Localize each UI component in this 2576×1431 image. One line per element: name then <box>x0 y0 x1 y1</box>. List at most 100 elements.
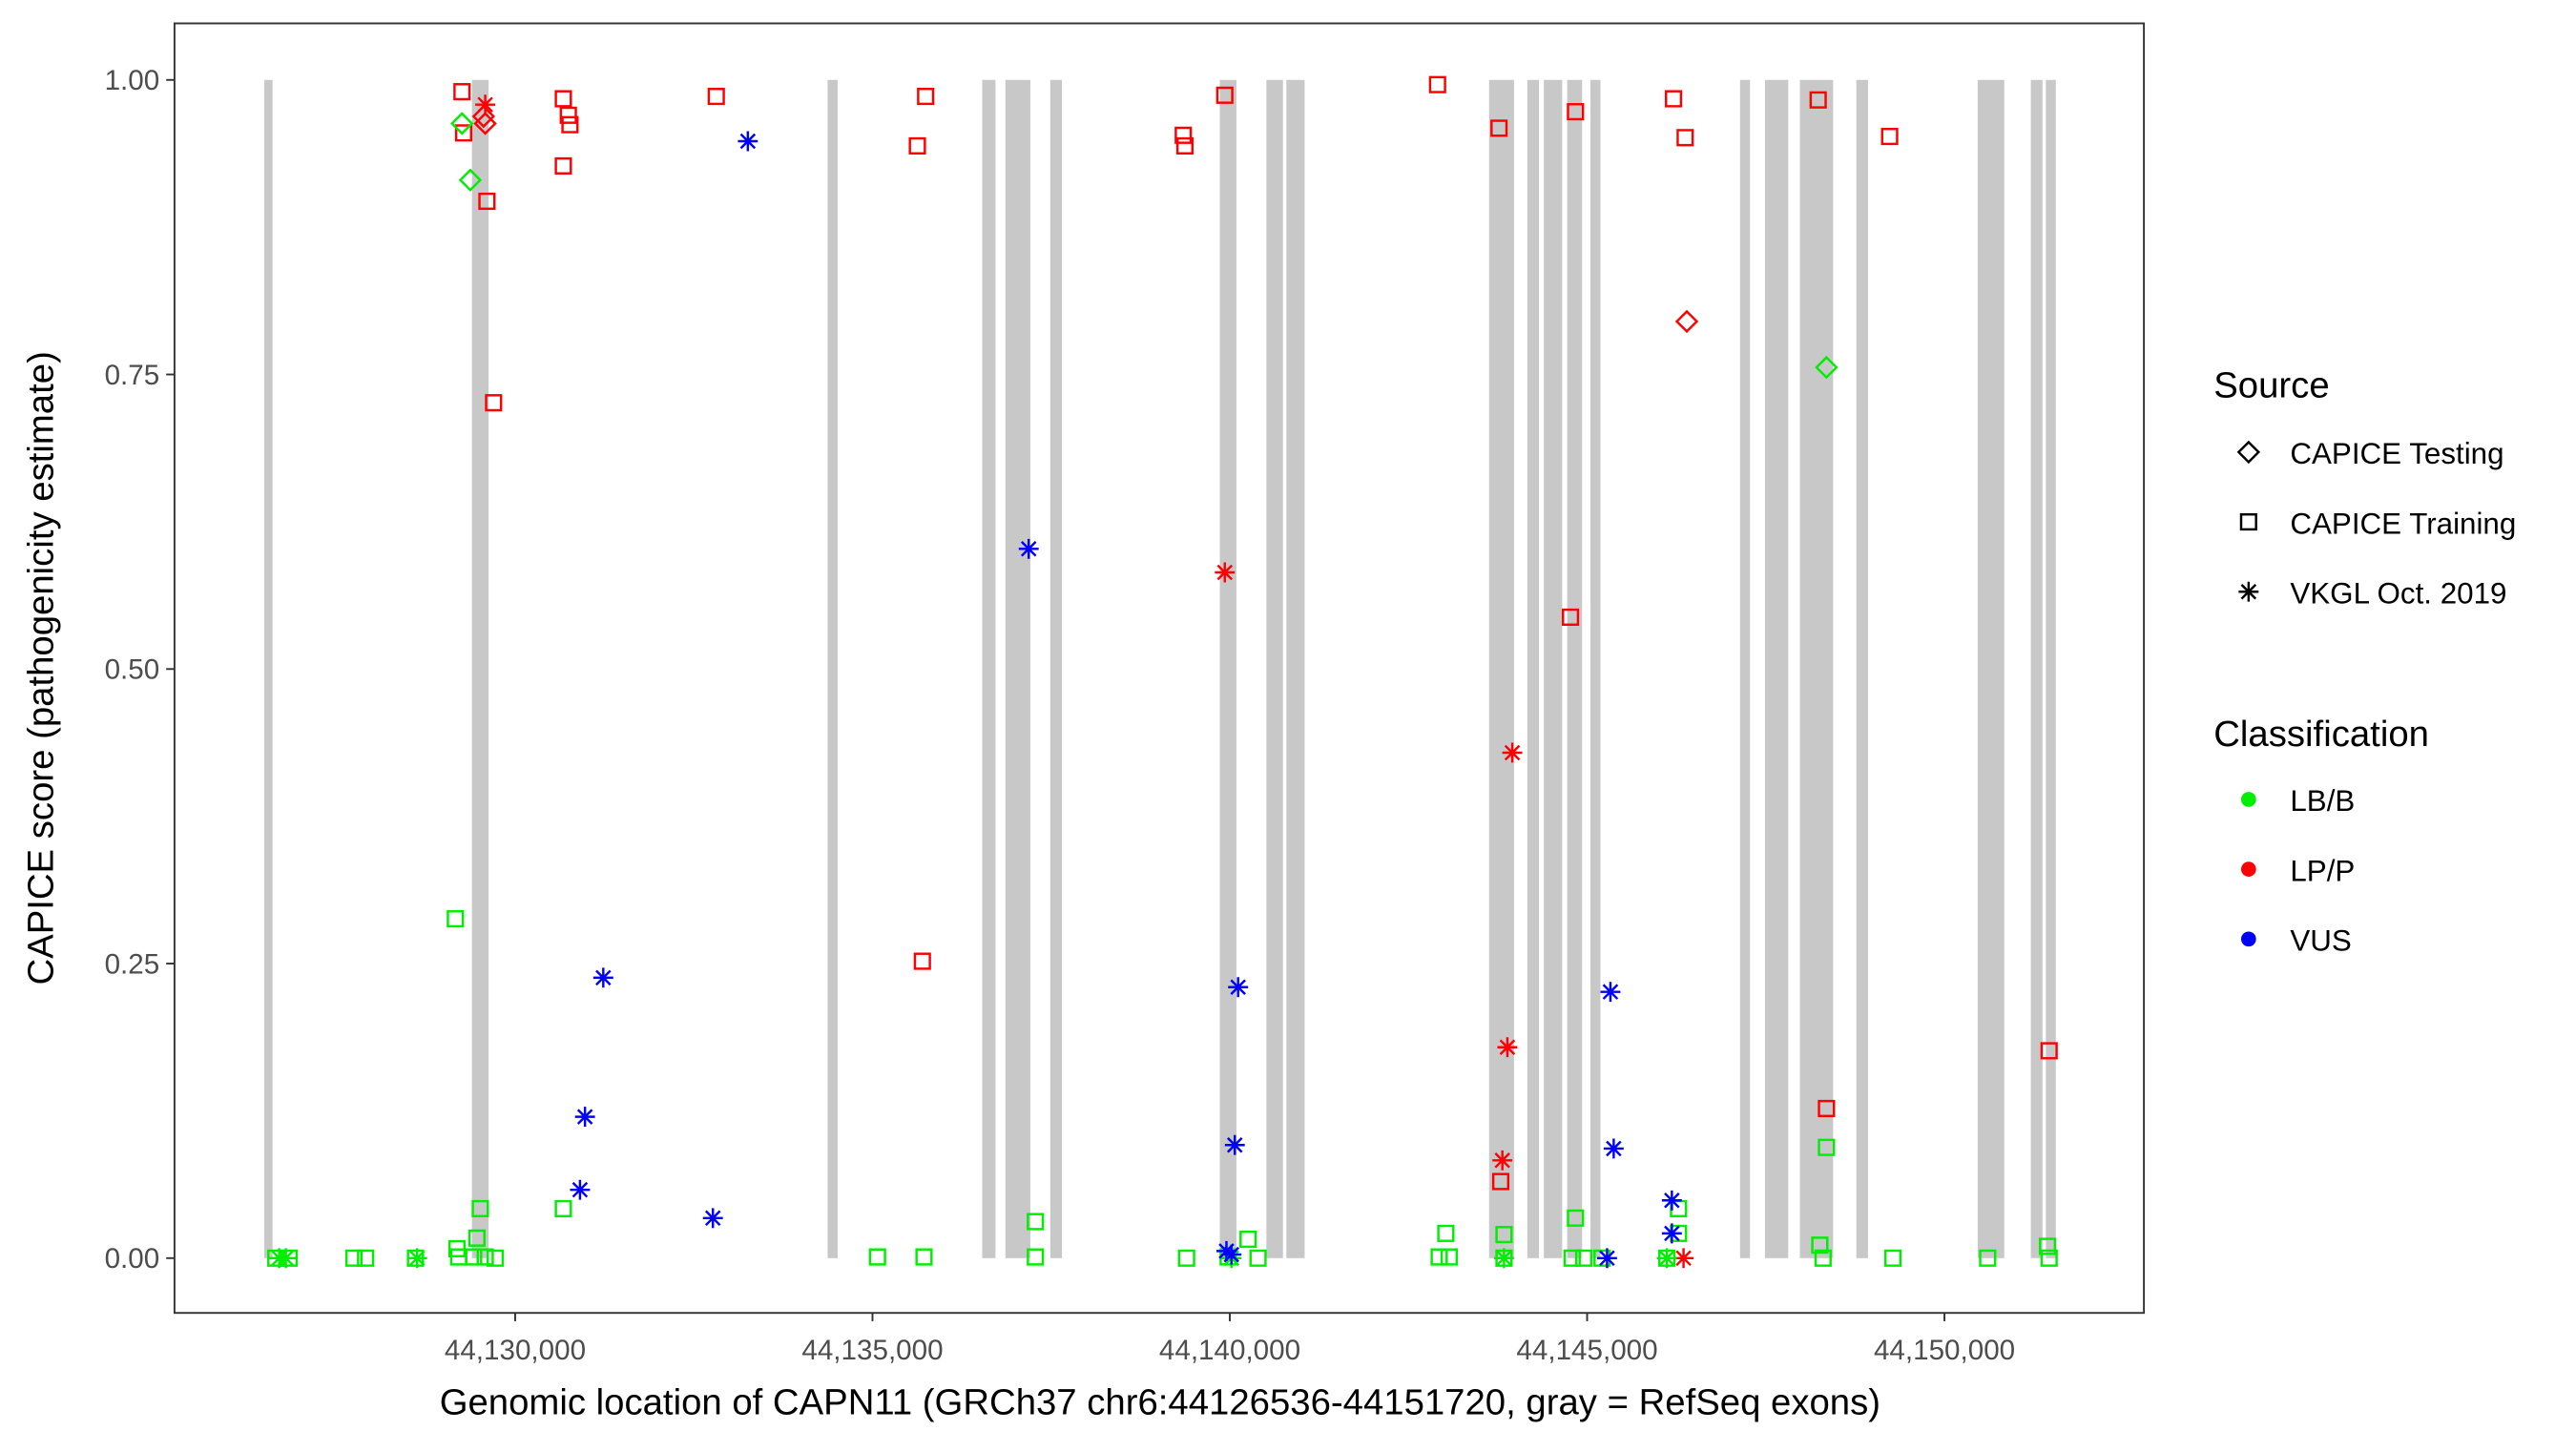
square-marker <box>478 192 496 211</box>
data-point <box>559 106 577 124</box>
square-marker <box>1563 1249 1581 1267</box>
data-point <box>471 104 496 129</box>
data-point <box>1497 1037 1518 1058</box>
data-point <box>1880 127 1899 146</box>
legend-class-title: Classification <box>2213 714 2429 755</box>
data-point <box>570 1179 591 1200</box>
square-marker <box>1175 136 1195 155</box>
legend-class-key <box>2241 931 2256 947</box>
data-point <box>554 90 572 108</box>
data-point <box>554 1199 572 1217</box>
square-marker <box>2040 1249 2058 1267</box>
legend-source-title: Source <box>2213 364 2329 405</box>
data-point <box>1665 90 1683 108</box>
exon-band <box>2030 79 2043 1258</box>
data-point <box>1674 309 1699 334</box>
legend-source-key <box>2239 513 2257 531</box>
y-axis-title: CAPICE score (pathogenicity estimate) <box>21 351 62 985</box>
data-point <box>1661 1190 1682 1211</box>
asterisk-marker <box>570 1179 591 1200</box>
data-point <box>1562 608 1580 626</box>
square-marker <box>1818 1138 1836 1156</box>
exon-band <box>1977 79 2005 1258</box>
square-marker <box>1567 103 1585 121</box>
square-marker <box>1809 91 1827 109</box>
square-marker <box>554 1199 572 1217</box>
asterisk-marker <box>1228 977 1249 998</box>
square-marker <box>908 136 926 155</box>
square-marker <box>868 1248 886 1266</box>
exon-band <box>1005 79 1030 1258</box>
data-point <box>1603 1138 1624 1159</box>
exon-band <box>1739 79 1751 1258</box>
data-point <box>913 952 931 970</box>
legend: Source Classification CAPICE Testing CAPI… <box>2213 364 2516 957</box>
data-point <box>1440 1248 1459 1266</box>
data-point <box>1027 1213 1045 1231</box>
data-point <box>465 1248 483 1266</box>
data-point <box>1656 1248 1677 1269</box>
square-marker <box>1215 86 1234 104</box>
data-point <box>447 910 465 928</box>
dot-marker <box>2241 861 2256 877</box>
square-marker <box>2239 513 2257 531</box>
legend-source-label: VKGL Oct. 2019 <box>2290 576 2506 610</box>
data-point <box>487 1249 505 1267</box>
square-marker <box>1177 1249 1195 1267</box>
data-point <box>1883 1249 1902 1267</box>
legend-class-label: LB/B <box>2290 784 2355 818</box>
square-marker <box>2040 1042 2058 1060</box>
exon-band <box>1567 79 1583 1258</box>
data-point <box>1437 1224 1455 1242</box>
exon-band <box>1764 79 1789 1258</box>
data-point <box>1018 538 1039 559</box>
diamond-marker <box>2236 440 2261 465</box>
data-point <box>554 156 572 175</box>
data-point <box>1493 1248 1514 1269</box>
exon-band <box>263 79 273 1258</box>
asterisk-marker <box>1215 562 1236 583</box>
asterisk-marker <box>1224 1134 1245 1155</box>
data-point <box>1175 136 1195 155</box>
exon-band <box>1799 79 1834 1258</box>
exon-band <box>2046 79 2056 1258</box>
data-point <box>1215 562 1236 583</box>
diamond-marker <box>1674 309 1699 334</box>
dot-marker <box>2241 792 2256 807</box>
square-marker <box>1574 1249 1593 1267</box>
asterisk-marker <box>276 1248 297 1269</box>
x-tick-label: 44,140,000 <box>1159 1335 1300 1366</box>
data-point <box>1661 1223 1682 1244</box>
square-marker <box>1491 1172 1510 1191</box>
data-point <box>1814 1249 1832 1267</box>
data-point <box>1809 91 1827 109</box>
x-axis-title: Genomic location of CAPN11 (GRCh37 chr6:… <box>440 1381 1880 1422</box>
square-marker <box>1027 1213 1045 1231</box>
square-marker <box>465 1248 483 1266</box>
diamond-marker <box>473 112 497 135</box>
asterisk-marker <box>1018 538 1039 559</box>
square-marker <box>485 394 503 412</box>
exon-band <box>471 79 489 1258</box>
data-point <box>574 1107 595 1128</box>
square-marker <box>2038 1237 2057 1255</box>
exon-band <box>1856 79 1868 1258</box>
square-marker <box>917 87 935 106</box>
data-point <box>453 83 471 101</box>
square-marker <box>471 1199 489 1217</box>
asterisk-marker <box>1603 1138 1624 1159</box>
legend-class-key <box>2241 861 2256 877</box>
data-point <box>473 112 497 135</box>
data-point <box>917 87 935 106</box>
square-marker <box>1979 1249 1997 1267</box>
data-point <box>561 115 579 134</box>
data-point <box>737 131 758 152</box>
exon-band <box>1488 79 1514 1258</box>
exon-bands <box>263 79 2056 1258</box>
data-point <box>2040 1249 2058 1267</box>
square-marker <box>1811 1236 1829 1255</box>
legend-source-label: CAPICE Testing <box>2290 437 2503 470</box>
square-marker <box>1430 1248 1448 1266</box>
square-marker <box>1027 1248 1045 1266</box>
